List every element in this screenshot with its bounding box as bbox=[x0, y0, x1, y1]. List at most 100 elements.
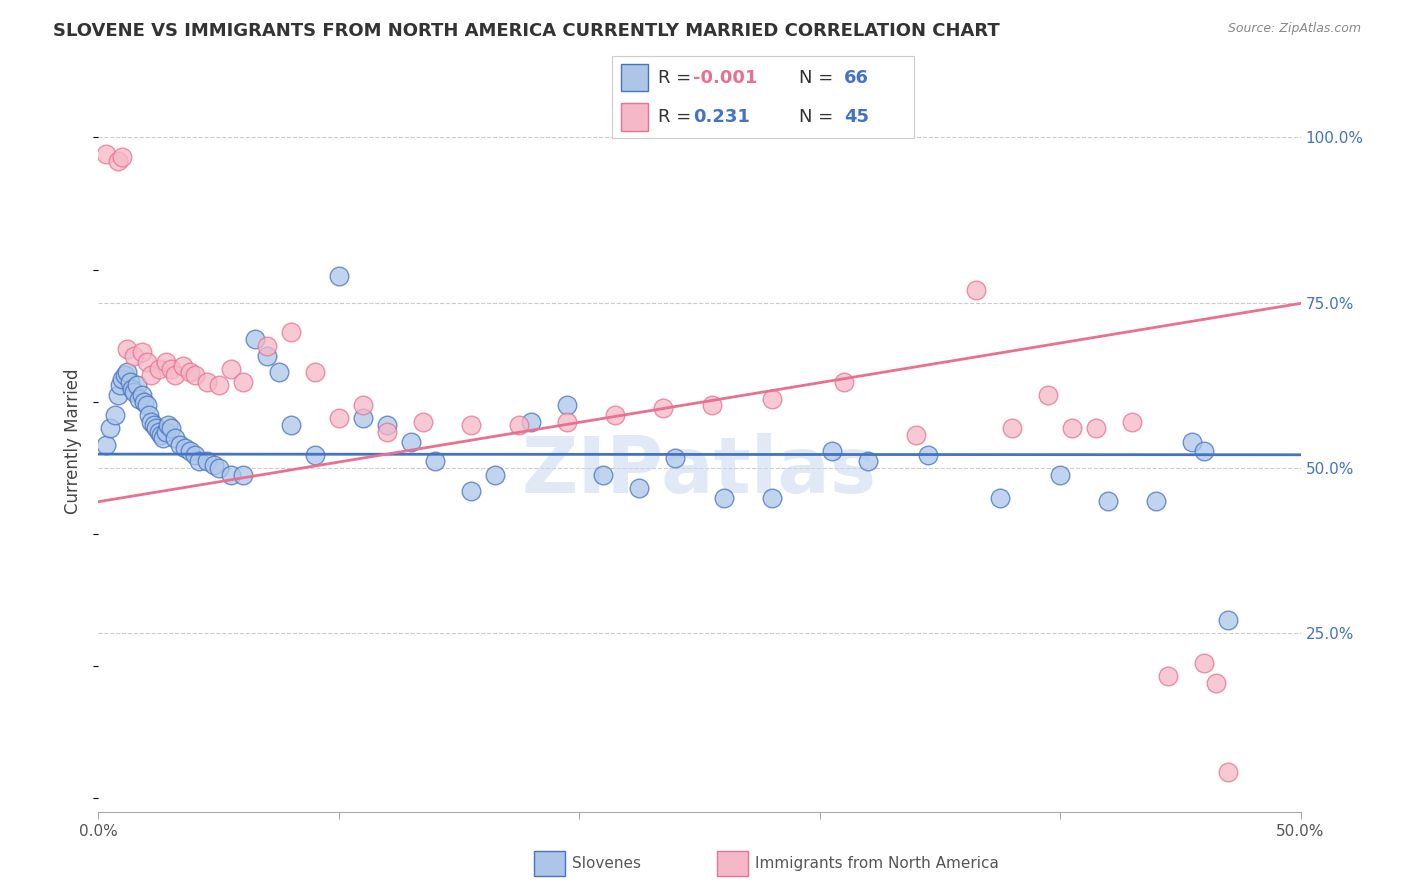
Point bbox=[149, 428, 172, 442]
Point bbox=[165, 431, 187, 445]
Point bbox=[195, 454, 218, 468]
Point bbox=[555, 398, 578, 412]
Point bbox=[484, 467, 506, 482]
Point bbox=[100, 421, 122, 435]
Point bbox=[412, 415, 434, 429]
Point bbox=[124, 349, 146, 363]
Point bbox=[761, 491, 783, 505]
Point bbox=[138, 408, 160, 422]
Point bbox=[131, 388, 153, 402]
Point bbox=[1194, 656, 1216, 670]
Text: 45: 45 bbox=[845, 108, 869, 126]
Point bbox=[159, 361, 181, 376]
Point bbox=[121, 382, 143, 396]
Point bbox=[104, 408, 127, 422]
Point bbox=[832, 375, 855, 389]
Point bbox=[399, 434, 422, 449]
Point bbox=[188, 454, 211, 468]
Point bbox=[179, 365, 201, 379]
Point bbox=[761, 392, 783, 406]
Point bbox=[219, 361, 242, 376]
Point bbox=[652, 401, 675, 416]
Point bbox=[232, 375, 254, 389]
Point bbox=[508, 417, 530, 432]
Text: Slovenes: Slovenes bbox=[572, 856, 641, 871]
Point bbox=[328, 269, 350, 284]
Point bbox=[152, 431, 174, 445]
Point bbox=[375, 425, 398, 439]
Point bbox=[592, 467, 614, 482]
Point bbox=[111, 372, 134, 386]
Point bbox=[664, 451, 686, 466]
Point bbox=[243, 332, 266, 346]
Text: 66: 66 bbox=[845, 69, 869, 87]
Point bbox=[125, 378, 148, 392]
Point bbox=[107, 388, 129, 402]
Point bbox=[1218, 613, 1240, 627]
Point bbox=[169, 438, 191, 452]
FancyBboxPatch shape bbox=[620, 63, 648, 92]
Point bbox=[1144, 494, 1167, 508]
Point bbox=[352, 398, 374, 412]
Text: R =: R = bbox=[658, 69, 697, 87]
Point bbox=[183, 448, 205, 462]
Point bbox=[280, 417, 302, 432]
Point bbox=[128, 392, 150, 406]
Point bbox=[1181, 434, 1204, 449]
Point bbox=[94, 438, 117, 452]
Point bbox=[174, 441, 197, 455]
Point bbox=[141, 368, 163, 383]
Point bbox=[232, 467, 254, 482]
Text: -0.001: -0.001 bbox=[693, 69, 758, 87]
Point bbox=[195, 375, 218, 389]
Point bbox=[1194, 444, 1216, 458]
Point bbox=[135, 355, 157, 369]
Point bbox=[460, 484, 482, 499]
Point bbox=[141, 415, 163, 429]
Point bbox=[856, 454, 879, 468]
Point bbox=[159, 421, 181, 435]
Point bbox=[352, 411, 374, 425]
Point bbox=[108, 378, 131, 392]
Point bbox=[965, 283, 987, 297]
Point bbox=[375, 417, 398, 432]
Point bbox=[132, 395, 155, 409]
Point bbox=[904, 428, 927, 442]
Point bbox=[256, 349, 278, 363]
Point bbox=[821, 444, 844, 458]
Y-axis label: Currently Married: Currently Married bbox=[65, 368, 83, 515]
Point bbox=[267, 365, 290, 379]
Point bbox=[145, 421, 167, 435]
Text: Source: ZipAtlas.com: Source: ZipAtlas.com bbox=[1227, 22, 1361, 36]
Point bbox=[107, 153, 129, 168]
Point bbox=[328, 411, 350, 425]
Point bbox=[208, 378, 231, 392]
Point bbox=[118, 375, 141, 389]
Point bbox=[628, 481, 651, 495]
Point bbox=[555, 415, 578, 429]
Point bbox=[520, 415, 543, 429]
Point bbox=[117, 365, 139, 379]
Text: N =: N = bbox=[799, 69, 839, 87]
Point bbox=[1001, 421, 1024, 435]
Point bbox=[280, 326, 302, 340]
Point bbox=[1062, 421, 1084, 435]
Point bbox=[183, 368, 205, 383]
Point bbox=[148, 361, 170, 376]
Point bbox=[155, 355, 177, 369]
Text: Immigrants from North America: Immigrants from North America bbox=[755, 856, 998, 871]
Point bbox=[256, 339, 278, 353]
Point bbox=[124, 384, 146, 399]
Point bbox=[1036, 388, 1059, 402]
Point bbox=[423, 454, 446, 468]
Point bbox=[1085, 421, 1108, 435]
Point bbox=[1049, 467, 1071, 482]
Point bbox=[1205, 675, 1227, 690]
FancyBboxPatch shape bbox=[620, 103, 648, 131]
Point bbox=[165, 368, 187, 383]
Point bbox=[148, 425, 170, 439]
Point bbox=[1218, 765, 1240, 780]
Point bbox=[1157, 669, 1180, 683]
Point bbox=[131, 345, 153, 359]
Point bbox=[117, 342, 139, 356]
